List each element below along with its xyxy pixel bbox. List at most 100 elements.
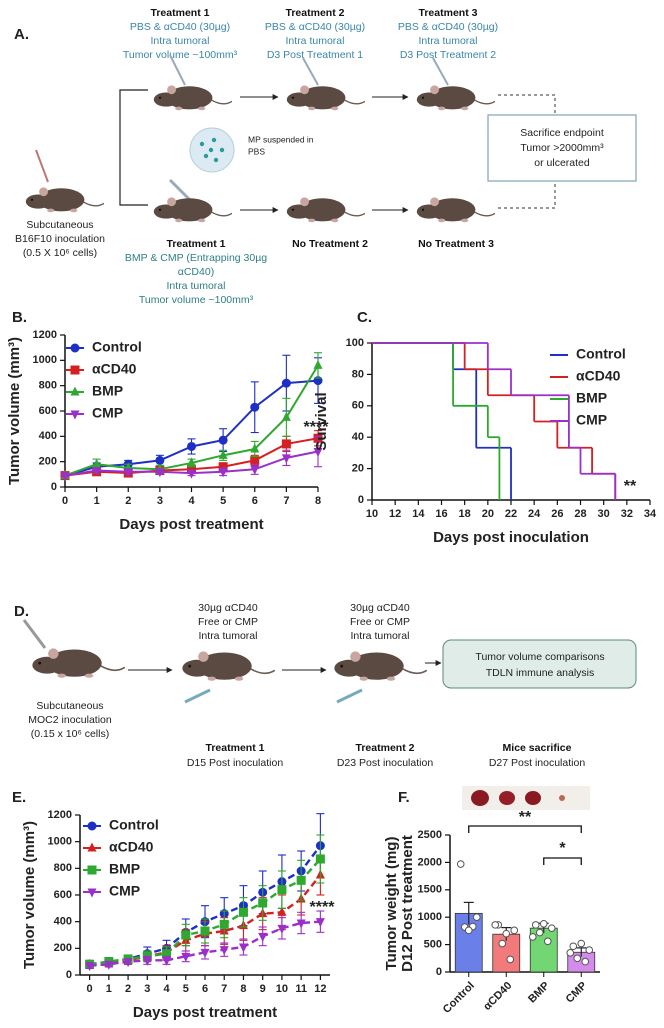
marker xyxy=(218,468,228,478)
no-treatment: No Treatment 3 xyxy=(418,238,494,250)
marker xyxy=(104,960,114,970)
y-tick-label: 1000 xyxy=(418,911,442,923)
syringe xyxy=(184,688,211,704)
x-axis-label: Days post inoculation xyxy=(433,529,589,546)
treatment-title: Treatment 1 xyxy=(167,238,226,250)
x-tick-label: 6 xyxy=(252,495,258,507)
x-tick-label: 7 xyxy=(283,495,289,507)
treatment-text: D3 Post Treatment 2 xyxy=(400,49,496,61)
y-axis-label: Tumor weight (mg) xyxy=(383,837,400,971)
marker xyxy=(277,924,287,934)
x-tick-label: 11 xyxy=(295,983,307,995)
inoculation-text: Subcutaneous xyxy=(26,219,93,231)
y-tick-label: 40 xyxy=(352,431,364,443)
mouse xyxy=(181,650,275,682)
marker xyxy=(200,948,210,958)
legend-label: αCD40 xyxy=(576,368,621,384)
marker xyxy=(315,918,325,928)
mouse xyxy=(286,84,365,111)
treatment-text: BMP & CMP (Entrapping 30µg xyxy=(125,252,267,264)
marker xyxy=(123,958,133,968)
marker xyxy=(162,949,172,959)
x-tick-label: 1 xyxy=(106,983,112,995)
x-tick-label: 3 xyxy=(157,495,163,507)
y-tick-label: 1000 xyxy=(48,836,72,848)
marker xyxy=(123,468,133,478)
significance-bracket xyxy=(543,857,582,865)
marker xyxy=(187,469,196,479)
marker xyxy=(187,464,196,474)
inoculation-text: Subcutaneous xyxy=(36,700,103,712)
x-tick-label: 8 xyxy=(240,983,246,995)
y-tick-label: 1200 xyxy=(33,329,57,341)
legend-label: Control xyxy=(109,817,159,833)
box-text: Tumor volume comparisons xyxy=(475,651,604,663)
data-point xyxy=(506,955,515,964)
marker xyxy=(187,457,196,467)
x-tick-label: 9 xyxy=(260,983,266,995)
data-point xyxy=(585,946,594,954)
legend-label: BMP xyxy=(92,383,123,399)
y-tick-label: 800 xyxy=(54,862,72,874)
x-tick-label: CMP xyxy=(564,980,590,1006)
data-point xyxy=(528,933,537,941)
syringe xyxy=(302,57,319,86)
treatment-text: D3 Post Treatment 1 xyxy=(267,49,363,61)
data-point xyxy=(581,957,590,966)
marker xyxy=(219,946,229,956)
annotation: **** xyxy=(310,899,336,916)
treatment-text: PBS & αCD40 (30µg) xyxy=(130,21,230,33)
y-tick-label: 0 xyxy=(358,494,364,506)
significance: ** xyxy=(519,809,532,826)
x-tick-label: 12 xyxy=(314,983,326,995)
marker xyxy=(313,448,323,458)
marker xyxy=(218,449,228,459)
data-point xyxy=(502,929,511,938)
marker xyxy=(277,906,287,916)
annotation: **** xyxy=(304,419,330,436)
y-tick-label: 600 xyxy=(54,889,72,901)
marker xyxy=(187,441,196,451)
x-tick-label: 10 xyxy=(276,983,288,995)
marker xyxy=(281,439,291,449)
panel-label: B. xyxy=(12,309,27,326)
y-axis-label: D12 Post treatment xyxy=(399,835,416,972)
marker xyxy=(219,919,229,929)
marker xyxy=(315,854,325,864)
y-tick-label: 1000 xyxy=(33,354,57,366)
step-title: Mice sacrifice xyxy=(503,742,572,754)
marker xyxy=(281,454,291,464)
inoculation-text: MOC2 inoculation xyxy=(28,714,112,726)
marker xyxy=(181,930,191,940)
legend-label: CMP xyxy=(109,883,140,899)
x-tick-label: 22 xyxy=(505,508,517,520)
x-tick-label: 7 xyxy=(221,983,227,995)
y-tick-label: 60 xyxy=(352,400,364,412)
syringe xyxy=(336,688,363,704)
inoculation-text: (0.5 X 10⁶ cells) xyxy=(23,247,97,259)
treatment-text: PBS & αCD40 (30µg) xyxy=(398,21,498,33)
x-tick-label: 6 xyxy=(202,983,208,995)
tumor xyxy=(471,790,489,806)
x-tick-label: 34 xyxy=(644,508,657,520)
x-tick-label: BMP xyxy=(526,980,552,1006)
x-tick-label: 0 xyxy=(62,495,68,507)
y-tick-label: 1500 xyxy=(418,884,442,896)
marker xyxy=(258,898,268,908)
panel-label: E. xyxy=(12,789,26,806)
legend-marker xyxy=(70,365,80,375)
treatment-title: Treatment 3 xyxy=(419,7,478,19)
syringe xyxy=(35,149,49,183)
y-tick-label: 100 xyxy=(346,337,364,349)
x-tick-label: 0 xyxy=(87,983,93,995)
x-tick-label: αCD40 xyxy=(481,980,514,1013)
no-treatment: No Treatment 2 xyxy=(292,238,368,250)
data-point xyxy=(569,942,578,951)
treatment-text: Tumor volume ~100mm³ xyxy=(123,49,238,61)
marker xyxy=(60,472,70,482)
y-tick-label: 0 xyxy=(436,966,442,978)
y-axis-label: Tumor volume (mm³) xyxy=(21,821,38,969)
mouse xyxy=(416,196,495,223)
x-tick-label: 12 xyxy=(389,508,401,520)
legend-label: αCD40 xyxy=(92,361,137,377)
